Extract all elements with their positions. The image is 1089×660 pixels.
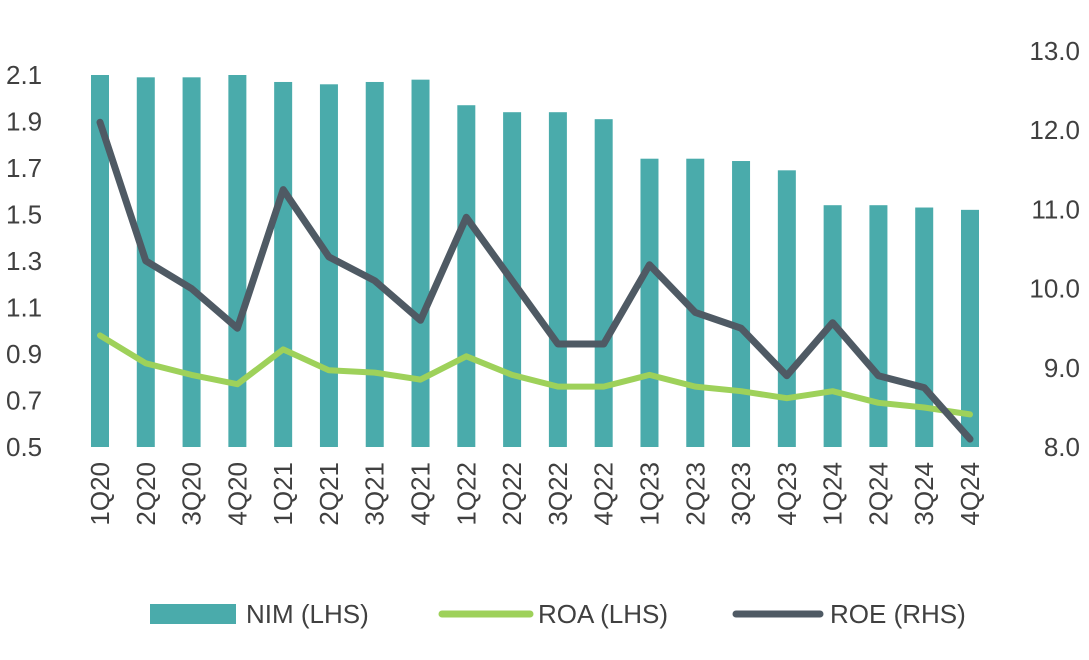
- right-tick-label: 12.0: [1029, 115, 1080, 145]
- x-tick-label: 1Q22: [451, 462, 481, 526]
- left-tick-label: 0.9: [6, 339, 42, 369]
- left-tick-label: 1.7: [6, 153, 42, 183]
- x-tick-label: 2Q24: [863, 462, 893, 526]
- nim-bar-2Q21: [319, 84, 338, 448]
- series-lines: [96, 118, 974, 443]
- left-tick-label: 1.3: [6, 246, 42, 276]
- x-axis-ticks: 1Q20 2Q20 3Q20 4Q20 1Q21 2Q21 3Q21 4Q21 1Q22 2Q22…: [85, 462, 985, 526]
- x-tick-label: 4Q22: [589, 462, 619, 526]
- right-tick-label: 11.0: [1031, 194, 1080, 224]
- nim-bar-4Q22: [594, 119, 613, 448]
- legend-swatch-nim-lhs: [150, 604, 236, 624]
- x-tick-label: 1Q23: [634, 462, 664, 526]
- left-axis-ticks: 0.5 0.7 0.9 1.1 1.3 1.5 1.7 1.9 2.1: [6, 60, 42, 462]
- legend-label-nim-lhs: NIM (LHS): [246, 599, 369, 629]
- x-tick-label: 1Q21: [268, 462, 298, 526]
- right-tick-label: 9.0: [1044, 353, 1080, 383]
- left-tick-label: 0.5: [6, 432, 42, 462]
- x-tick-label: 4Q24: [955, 462, 985, 526]
- nim-bar-1Q20: [91, 75, 109, 447]
- x-tick-label: 1Q24: [818, 462, 848, 526]
- x-tick-label: 2Q22: [497, 462, 527, 526]
- legend: NIM (LHS) ROA (LHS) ROE (RHS): [150, 599, 966, 629]
- x-tick-label: 3Q23: [726, 462, 756, 526]
- nim-bar-4Q23: [777, 170, 796, 447]
- nim-bar-4Q21: [411, 79, 430, 448]
- nim-bar-2Q24: [869, 205, 888, 447]
- nim-bar-3Q22: [548, 112, 567, 447]
- left-tick-label: 2.1: [6, 60, 42, 90]
- x-tick-label: 4Q20: [222, 462, 252, 526]
- right-tick-label: 10.0: [1029, 274, 1080, 304]
- x-tick-label: 2Q20: [131, 462, 161, 526]
- nim-bars: [91, 75, 979, 448]
- nim-bar-1Q22: [457, 105, 476, 447]
- nim-bar-3Q23: [732, 161, 751, 447]
- right-tick-label: 8.0: [1044, 432, 1080, 462]
- right-tick-label: 13.0: [1029, 36, 1080, 66]
- x-tick-label: 3Q20: [177, 462, 207, 526]
- x-tick-label: 4Q21: [406, 462, 436, 526]
- x-tick-label: 3Q24: [909, 462, 939, 526]
- right-axis-ticks: 8.0 9.0 10.0 11.0 12.0 13.0: [1029, 36, 1080, 462]
- nim-bar-1Q21: [274, 81, 293, 447]
- roe-rhs-line: [96, 118, 974, 443]
- x-tick-label: 2Q21: [314, 462, 344, 526]
- legend-label-roa-lhs: ROA (LHS): [538, 599, 668, 629]
- left-tick-label: 1.9: [6, 107, 42, 137]
- left-tick-label: 1.1: [6, 293, 42, 323]
- nim-bar-3Q21: [365, 81, 384, 447]
- nim-bar-4Q24: [961, 209, 979, 447]
- x-tick-label: 3Q22: [543, 462, 573, 526]
- roa-lhs-line: [97, 332, 973, 418]
- nim-bar-1Q23: [640, 158, 659, 447]
- nim-bar-3Q20: [182, 77, 201, 447]
- nim-bar-4Q20: [228, 75, 247, 447]
- x-tick-label: 2Q23: [680, 462, 710, 526]
- x-tick-label: 1Q20: [85, 462, 115, 526]
- left-tick-label: 0.7: [6, 386, 42, 416]
- left-tick-label: 1.5: [6, 200, 42, 230]
- x-tick-label: 4Q23: [772, 462, 802, 526]
- x-tick-label: 3Q21: [360, 462, 390, 526]
- nim-bar-2Q23: [686, 158, 705, 447]
- legend-label-roe-rhs: ROE (RHS): [830, 599, 966, 629]
